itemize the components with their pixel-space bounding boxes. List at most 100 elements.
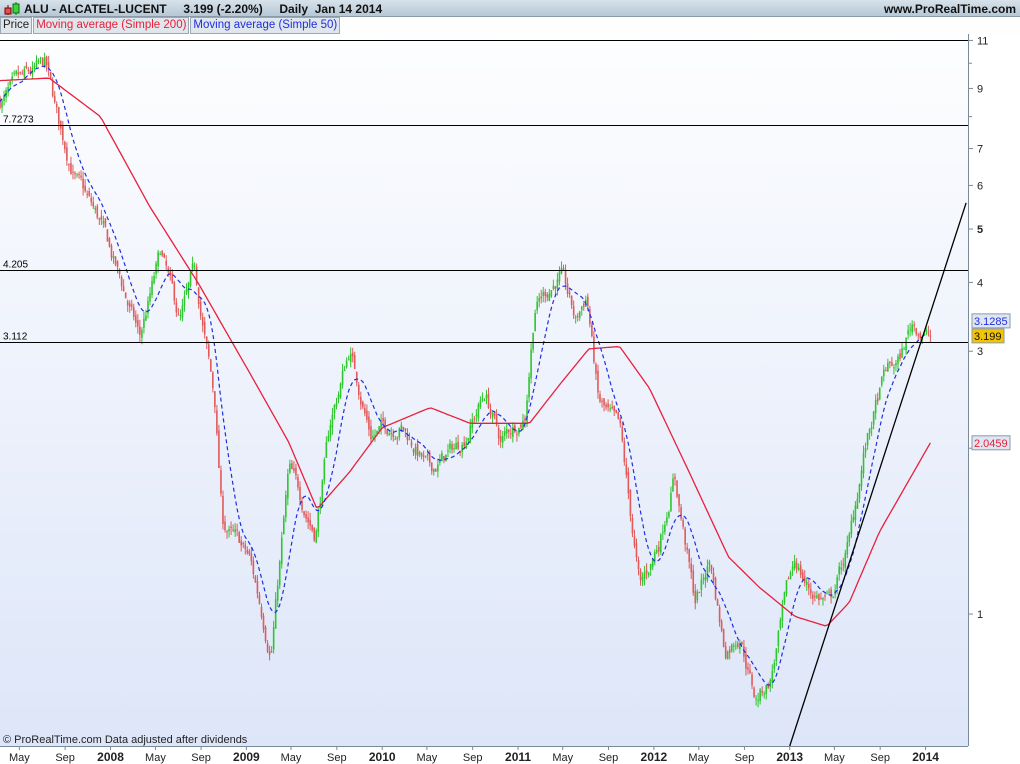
legend-ma200[interactable]: Moving average (Simple 200) [33,17,190,34]
candle [220,465,222,497]
candle-body [578,311,581,318]
candle-body [68,164,70,166]
candle [244,540,247,555]
candle-body [323,459,326,481]
candle-body [321,480,324,507]
candle-body [864,447,867,453]
candle-body [714,578,717,600]
candle-body [430,462,433,472]
candle-body [463,442,465,447]
legend-price[interactable]: Price [0,17,33,34]
candle [130,299,133,311]
candle [852,510,855,523]
candle-body [718,607,721,622]
candle-body [331,414,334,428]
candle-body [386,429,388,435]
legend-ma50[interactable]: Moving average (Simple 50) [190,17,341,34]
candle-body [676,480,678,497]
candle [870,421,873,437]
candle-body [173,282,176,301]
candle-body [576,315,579,317]
candle-body [96,206,99,218]
candle-body [477,404,480,419]
candle-body [909,329,911,331]
candle [789,570,792,580]
candle-body [445,454,447,462]
candle [722,628,725,648]
candle [698,591,701,594]
y-tick-label: 6 [977,180,983,192]
candle-body [777,631,780,647]
candle [542,286,545,303]
candle-body [710,565,713,572]
candle [854,501,857,527]
candle-body [615,409,618,413]
candle-body [291,463,293,470]
candle-body [205,336,208,344]
candle [682,517,684,530]
candle-body [591,324,593,336]
candle [321,479,324,507]
candle-body [852,517,855,522]
candle [880,376,883,388]
value-label: 3.199 [974,331,1002,343]
candle-body [110,245,113,258]
candle-body [193,265,196,267]
candle [128,300,131,313]
candle-body [339,383,342,398]
candle [461,442,463,459]
candle-body [497,427,500,439]
x-tick-label: 2013 [776,750,803,764]
candle-body [641,576,644,582]
candle-body [84,185,86,192]
candle [864,442,867,458]
candle-body [0,97,1,108]
candle-body [410,441,413,446]
candle [724,641,727,660]
candle-body [810,589,812,594]
candle-body [394,438,397,440]
candle [347,355,350,361]
candle-body [181,305,184,318]
candle-body [333,405,336,414]
candle-body [724,646,727,659]
candle-body [562,268,565,270]
candle-body [21,72,24,74]
candle [882,364,885,382]
candle [60,120,62,135]
candle [394,435,397,441]
candle-body [874,400,877,414]
candle [643,565,646,586]
y-tick-label: 11 [977,35,988,47]
candle [680,503,682,521]
candle-body [285,494,287,518]
candle [645,563,648,580]
candle-body [694,590,697,604]
candle-body [838,566,840,575]
candle [260,603,263,620]
candle [570,295,573,309]
candle-body [512,427,514,437]
candle [781,599,784,629]
candle-body [197,287,200,305]
candle [712,567,715,586]
candle-body [108,238,111,247]
candle [165,255,168,270]
candle-body [53,95,56,103]
candle-body [303,511,305,516]
y-axis-panel [968,34,1020,746]
candle [627,467,630,500]
candle-body [396,437,399,439]
candle-body [388,433,390,436]
site-link[interactable]: www.ProRealTime.com [883,2,1016,16]
candle [19,71,22,75]
candle [694,584,697,610]
candle [747,662,749,675]
candle [368,411,370,437]
candle-body [637,560,640,570]
candle [360,391,362,410]
candle [0,95,1,110]
candle-body [911,324,913,333]
candle [254,575,257,583]
